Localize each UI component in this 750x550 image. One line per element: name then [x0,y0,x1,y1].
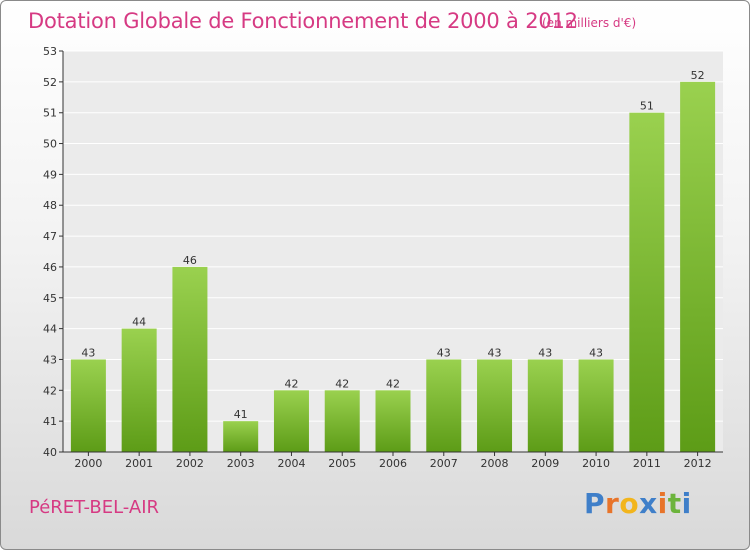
proxiti-logo: Proxiti [584,487,692,520]
bar [70,359,106,452]
x-tick-label: 2011 [633,457,661,470]
logo-letter: x [639,487,658,520]
data-label: 43 [488,346,502,359]
logo-letter: i [681,487,692,520]
bar [426,359,462,452]
x-tick-label: 2009 [531,457,559,470]
bar [375,390,411,452]
y-tick-label: 41 [43,415,57,428]
x-tick-label: 2004 [277,457,305,470]
bar [324,390,360,452]
y-tick-label: 46 [43,261,57,274]
x-tick-label: 2007 [430,457,458,470]
x-tick-label: 2002 [176,457,204,470]
data-label: 42 [284,377,298,390]
x-tick-label: 2012 [684,457,712,470]
y-tick-label: 50 [43,138,57,151]
bar [273,390,309,452]
chart-title: Dotation Globale de Fonctionnement de 20… [28,9,578,33]
data-label: 44 [132,316,146,329]
x-tick-label: 2006 [379,457,407,470]
y-tick-label: 47 [43,230,57,243]
x-tick-label: 2008 [481,457,509,470]
data-label: 43 [81,346,95,359]
x-tick-label: 2000 [74,457,102,470]
logo-letter: o [619,487,640,520]
y-tick-label: 40 [43,446,57,459]
data-label: 42 [335,377,349,390]
data-label: 52 [691,69,705,82]
data-label: 43 [589,346,603,359]
bar [680,81,716,452]
y-tick-label: 42 [43,384,57,397]
x-tick-label: 2010 [582,457,610,470]
bar [172,266,208,452]
bar [629,112,665,452]
y-tick-label: 52 [43,76,57,89]
bar [578,359,614,452]
logo-letter: P [584,487,606,520]
data-label: 42 [386,377,400,390]
data-label: 51 [640,100,654,113]
logo-letter: i [657,487,668,520]
logo-letter: r [605,487,620,520]
y-tick-label: 45 [43,292,57,305]
chart-unit: (en milliers d'€) [542,16,637,30]
y-tick-label: 49 [43,168,57,181]
y-tick-label: 44 [43,323,57,336]
x-tick-label: 2005 [328,457,356,470]
y-tick-label: 43 [43,353,57,366]
data-label: 46 [183,254,197,267]
logo-letter: t [667,487,682,520]
bar [477,359,513,452]
bar [121,328,157,452]
bar [223,421,259,452]
data-label: 41 [234,408,248,421]
x-tick-label: 2003 [227,457,255,470]
data-label: 43 [437,346,451,359]
y-tick-label: 51 [43,107,57,120]
x-tick-label: 2001 [125,457,153,470]
commune-name: PéRET-BEL-AIR [29,497,160,518]
y-tick-label: 48 [43,199,57,212]
data-label: 43 [538,346,552,359]
y-tick-label: 53 [43,45,57,58]
bar [527,359,563,452]
